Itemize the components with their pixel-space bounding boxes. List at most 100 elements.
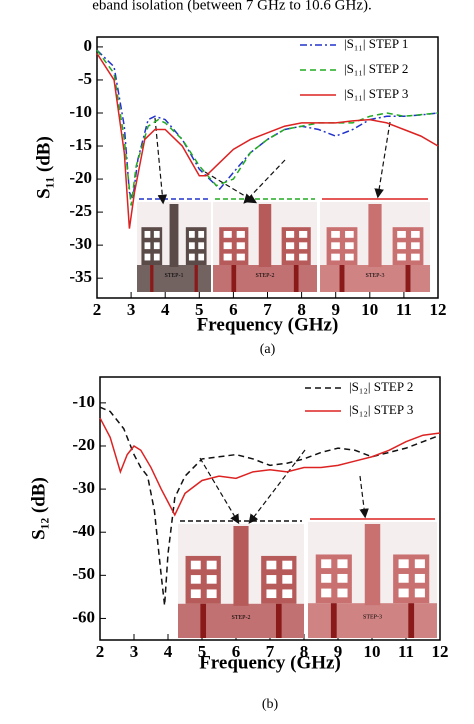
x-axis-label: Frequency (GHz) (197, 314, 339, 335)
legend-label: |S₁₂| STEP 3 (349, 402, 413, 417)
legend-label: |S₁₁| STEP 3 (344, 86, 408, 101)
inset-label: STEP-3 (363, 614, 382, 620)
annotation-arrow (248, 449, 306, 524)
slot (337, 573, 348, 583)
y-axis-label: S₁₁ (dB) (33, 136, 54, 199)
x-tick-label: 10 (364, 642, 381, 661)
x-tick-label: 6 (229, 300, 238, 319)
slot (345, 253, 354, 261)
x-tick-label: 10 (361, 300, 378, 319)
slot (331, 230, 340, 238)
slot (236, 242, 245, 250)
center-strip (368, 204, 382, 267)
annotation-arrow (199, 457, 240, 525)
slot (286, 253, 295, 261)
slot (398, 559, 409, 569)
x-tick-label: 2 (93, 300, 102, 319)
insets: STEP-2 STEP-3 (178, 518, 437, 638)
x-tick-label: 5 (195, 300, 204, 319)
x-tick-label: 9 (334, 642, 343, 661)
slot (286, 230, 295, 238)
slot (144, 253, 151, 261)
annotation-arrow (243, 159, 286, 204)
y-axis-label: S₁₂ (dB) (28, 477, 49, 540)
caption: (b) (262, 697, 279, 712)
y-tick-label: -5 (78, 69, 92, 88)
slot (266, 560, 277, 570)
slot (345, 242, 354, 250)
y-tick-label: -30 (72, 478, 95, 497)
x-tick-label: 12 (430, 300, 447, 319)
series-line (96, 53, 439, 229)
feed (194, 265, 198, 292)
slot (206, 589, 217, 599)
slot (397, 230, 406, 238)
slot (411, 242, 420, 250)
x-tick-label: 8 (297, 300, 306, 319)
feed (330, 603, 337, 638)
slot (153, 242, 160, 250)
y-tick-label: -10 (72, 392, 95, 411)
feed (405, 265, 411, 292)
slot (236, 230, 245, 238)
slot (286, 242, 295, 250)
slot (321, 588, 332, 598)
slot (414, 588, 425, 598)
y-tick-label: -35 (69, 267, 92, 286)
slot (321, 573, 332, 583)
header-text: eband isolation (between 7 GHz to 10.6 G… (92, 0, 372, 13)
slot (236, 253, 245, 261)
feed (150, 265, 154, 292)
x-tick-label: 7 (266, 642, 275, 661)
slot (345, 230, 354, 238)
slot (266, 575, 277, 584)
legend-label: |S₁₁| STEP 1 (344, 36, 408, 51)
slot (144, 242, 151, 250)
x-tick-label: 5 (198, 642, 207, 661)
series-line (96, 49, 439, 202)
center-strip (364, 524, 381, 606)
inset-label: STEP-1 (164, 273, 183, 279)
legend-label: |S₁₁| STEP 2 (344, 61, 408, 76)
x-tick-label: 6 (232, 642, 241, 661)
ground-plane (308, 603, 437, 638)
slot (206, 575, 217, 584)
annotation-arrow (154, 117, 168, 205)
slot (398, 573, 409, 583)
x-tick-label: 7 (263, 300, 272, 319)
x-tick-label: 8 (300, 642, 309, 661)
y-tick-label: 0 (84, 36, 93, 55)
feed (339, 265, 345, 292)
slot (153, 230, 160, 238)
y-tick-label: -20 (72, 435, 95, 454)
center-strip (233, 526, 249, 606)
slot (411, 253, 420, 261)
slot (198, 253, 205, 261)
x-tick-label: 11 (398, 642, 414, 661)
slot (153, 253, 160, 261)
slot (188, 253, 195, 261)
x-tick-label: 9 (331, 300, 340, 319)
inset-label: STEP-2 (231, 615, 250, 621)
slot (190, 589, 201, 599)
slot (198, 242, 205, 250)
slot (299, 253, 308, 261)
x-tick-label: 11 (396, 300, 412, 319)
slot (188, 230, 195, 238)
y-tick-label: -40 (72, 521, 95, 540)
y-tick-label: -30 (69, 234, 92, 253)
feed (200, 603, 207, 638)
slot (282, 589, 293, 599)
slot (206, 560, 217, 570)
y-tick-label: -50 (72, 564, 95, 583)
inset-label: STEP-2 (255, 273, 274, 279)
x-tick-label: 4 (164, 642, 173, 661)
feed (231, 265, 237, 292)
slot (321, 559, 332, 569)
slot (299, 242, 308, 250)
x-axis-label: Frequency (GHz) (199, 652, 341, 673)
slot (144, 230, 151, 238)
x-tick-label: 2 (96, 642, 105, 661)
